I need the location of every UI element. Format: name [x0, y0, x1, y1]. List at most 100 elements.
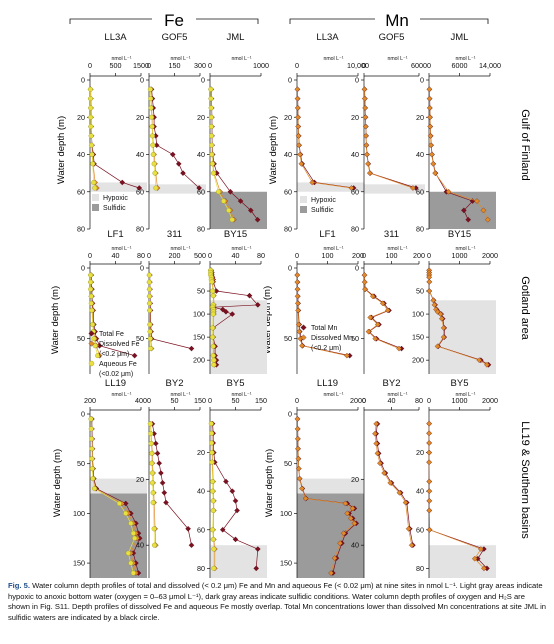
series-line — [90, 89, 140, 189]
data-point — [88, 286, 94, 292]
data-point — [185, 525, 191, 532]
data-point — [208, 421, 214, 427]
data-point — [89, 142, 95, 148]
legend-marker — [300, 334, 307, 341]
series-line — [296, 275, 347, 356]
data-point — [426, 279, 433, 285]
data-point — [209, 133, 215, 139]
data-point — [294, 279, 301, 285]
legend-3: Total Mn Dissolved Mn (<0.2 μm) — [300, 324, 353, 352]
site-label: LL3A — [104, 32, 127, 43]
unit-label: nmol L⁻¹ — [231, 246, 251, 252]
y-tick-label: 0 — [81, 264, 85, 273]
unit-label: nmol L⁻¹ — [323, 246, 343, 252]
data-point — [295, 114, 301, 121]
y-tick-label: 60 — [351, 187, 359, 196]
data-point — [88, 114, 94, 120]
element-group-headers: Fe Mn — [69, 11, 489, 30]
data-point — [237, 198, 244, 204]
data-point — [426, 420, 432, 427]
x-tick-label: 200 — [352, 251, 364, 260]
legend-1: Hypoxic Sulfidic — [300, 196, 336, 214]
hypoxic-zone — [149, 184, 206, 194]
data-point — [149, 480, 155, 486]
y-tick-label: 80 — [136, 225, 144, 234]
data-point — [365, 328, 372, 335]
series-dissolved_mn — [294, 86, 355, 191]
site-label: GOF5 — [162, 32, 188, 43]
region-labels: Gulf of Finland Gotland area LL19 & Sout… — [519, 109, 531, 539]
region-label-gotland-area: Gotland area — [519, 276, 531, 340]
series-line — [90, 418, 138, 574]
data-point — [373, 421, 380, 427]
unit-label: nmol L⁻¹ — [387, 392, 407, 398]
data-point — [426, 498, 433, 504]
x-tick-label: 150 — [194, 396, 206, 405]
data-point — [150, 151, 156, 157]
data-point — [88, 124, 94, 130]
data-point — [362, 114, 369, 121]
data-point — [151, 526, 157, 532]
x-tick-label: 100 — [386, 251, 398, 260]
site-label: JML — [451, 32, 469, 43]
series-dissolved_mn — [361, 86, 416, 191]
legend-swatch — [92, 194, 99, 201]
data-point — [384, 307, 391, 314]
legend-marker — [88, 340, 95, 347]
data-point — [295, 321, 302, 328]
data-point — [232, 498, 239, 504]
data-point — [227, 188, 234, 195]
panel-fe-ll19: LL19 nmol L⁻¹ 200 400 0 50 100 150 — [73, 378, 147, 578]
unit-label: nmol L⁻¹ — [170, 56, 190, 62]
y-tick-label: 0 — [288, 76, 292, 85]
data-point — [210, 325, 216, 331]
data-point — [234, 507, 240, 514]
data-point — [146, 286, 152, 292]
y-tick-label: 60 — [197, 525, 205, 534]
legend-0: Hypoxic Sulfidic — [92, 194, 128, 212]
data-point — [426, 86, 433, 93]
data-point — [299, 342, 305, 349]
x-tick-label: 150 — [169, 61, 181, 70]
data-point — [372, 335, 379, 342]
data-point — [434, 343, 441, 350]
data-point — [480, 207, 487, 214]
y-tick-label: 0 — [140, 264, 144, 273]
data-point — [152, 440, 159, 447]
data-point — [153, 185, 159, 191]
data-point — [465, 216, 472, 223]
data-point — [295, 445, 301, 452]
data-point — [119, 179, 126, 186]
data-point — [210, 334, 216, 340]
x-tick-label: 1500 — [133, 61, 149, 70]
y-tick-label: 50 — [416, 287, 424, 296]
site-label: BY15 — [224, 229, 247, 240]
data-point — [221, 198, 227, 204]
site-label: 311 — [384, 229, 399, 240]
data-point — [232, 536, 239, 543]
legend-label: Total Mn — [311, 325, 338, 332]
y-tick-label: 60 — [197, 187, 205, 196]
y-tick-label: 80 — [416, 564, 424, 573]
data-point — [89, 446, 95, 452]
data-point — [434, 308, 441, 315]
data-point — [366, 170, 373, 176]
series-total_fe — [149, 421, 195, 549]
data-point — [152, 170, 158, 176]
legend-label: Sulfidic — [103, 205, 126, 212]
data-point — [426, 478, 433, 485]
x-tick-label: 0 — [88, 251, 92, 260]
series-total_mn — [294, 86, 357, 191]
legend-swatch — [300, 206, 307, 213]
y-tick-label: 80 — [77, 225, 85, 234]
y-tick-label: 20 — [416, 448, 424, 457]
data-point — [149, 133, 155, 139]
data-point — [146, 293, 152, 299]
data-point — [147, 329, 153, 335]
legend-label: (<0.2 μm) — [311, 345, 341, 352]
x-tick-label: 0 — [362, 251, 366, 260]
data-point — [362, 286, 368, 293]
x-tick-label: 200 — [413, 251, 425, 260]
panel-fe-by2: BY2 nmol L⁻¹ 0 50 150 20 40 — [136, 378, 206, 578]
